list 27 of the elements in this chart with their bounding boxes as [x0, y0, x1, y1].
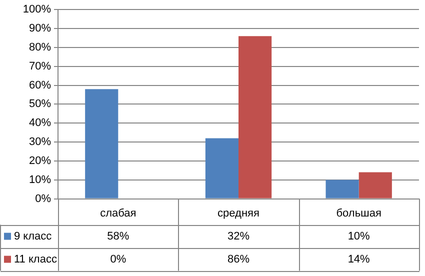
- y-tick-label: 60%: [28, 79, 52, 92]
- legend-label: 9 класс: [14, 230, 52, 242]
- data-label: 86%: [227, 253, 250, 266]
- y-tick-label: 0%: [35, 192, 52, 205]
- x-tick-label: большая: [336, 207, 382, 220]
- bar: [85, 89, 118, 198]
- y-tick-label: 20%: [28, 154, 52, 167]
- y-tick-label: 80%: [28, 41, 52, 54]
- y-tick-label: 70%: [28, 60, 52, 72]
- bar: [358, 172, 392, 198]
- data-label: 10%: [348, 230, 370, 242]
- bar: [326, 180, 359, 198]
- data-label: 32%: [227, 230, 250, 242]
- x-tick-label: слабая: [100, 207, 136, 220]
- x-tick-label: средняя: [218, 207, 260, 220]
- y-tick-label: 30%: [28, 136, 52, 148]
- data-label: 58%: [107, 230, 130, 242]
- bar: [238, 36, 272, 198]
- bar: [205, 138, 238, 198]
- y-tick-label: 10%: [28, 174, 52, 186]
- data-label: 14%: [348, 253, 370, 266]
- legend-label: 11 класс: [14, 253, 58, 266]
- y-tick-label: 100%: [22, 4, 52, 16]
- y-tick-label: 50%: [28, 98, 52, 110]
- data-label: 0%: [110, 253, 126, 266]
- y-tick-label: 40%: [28, 117, 52, 130]
- y-tick-label: 90%: [28, 22, 52, 35]
